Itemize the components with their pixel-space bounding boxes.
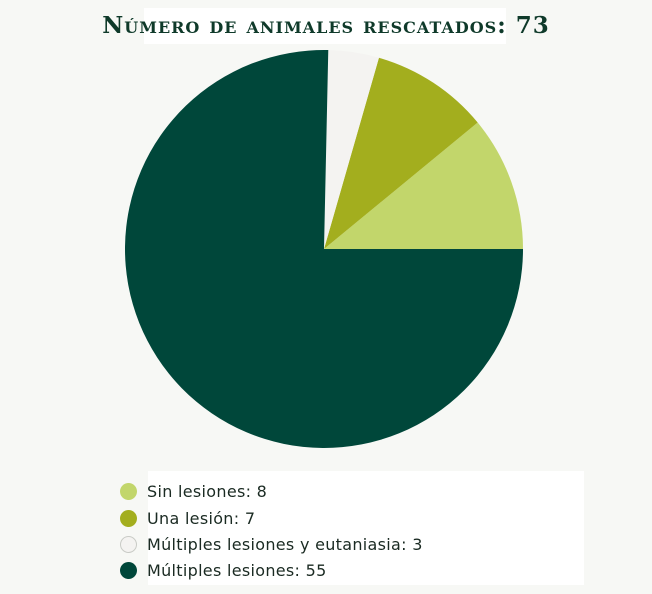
- legend-swatch-una-lesion: [120, 509, 137, 527]
- legend-label-multiples-eutaniasia: Múltiples lesiones y eutaniasia: 3: [147, 534, 423, 554]
- legend-swatch-multiples-lesiones: [120, 561, 137, 579]
- legend-label-multiples-lesiones: Múltiples lesiones: 55: [147, 560, 327, 580]
- chart-title: Número de animales rescatados: 73: [102, 12, 550, 39]
- legend-item-una-lesion: Una lesión: 7: [120, 506, 255, 530]
- legend: Sin lesiones: 8 Una lesión: 7 Múltiples …: [120, 471, 584, 585]
- legend-item-multiples-eutaniasia: Múltiples lesiones y eutaniasia: 3: [120, 532, 423, 556]
- legend-item-sin-lesiones: Sin lesiones: 8: [120, 479, 267, 503]
- title-background: [144, 8, 506, 44]
- slice-multiples-lesiones: [125, 50, 524, 448]
- legend-label-sin-lesiones: Sin lesiones: 8: [147, 481, 268, 501]
- legend-swatch-multiples-eutaniasia: [120, 535, 137, 553]
- legend-item-multiples-lesiones: Múltiples lesiones: 55: [120, 558, 327, 582]
- slice-una-lesion: [324, 57, 478, 250]
- legend-swatch-sin-lesiones: [120, 482, 137, 500]
- legend-label-una-lesion: Una lesión: 7: [147, 508, 256, 528]
- slice-sin-lesiones: [324, 122, 523, 249]
- slice-multiples-eutaniasia: [324, 50, 379, 249]
